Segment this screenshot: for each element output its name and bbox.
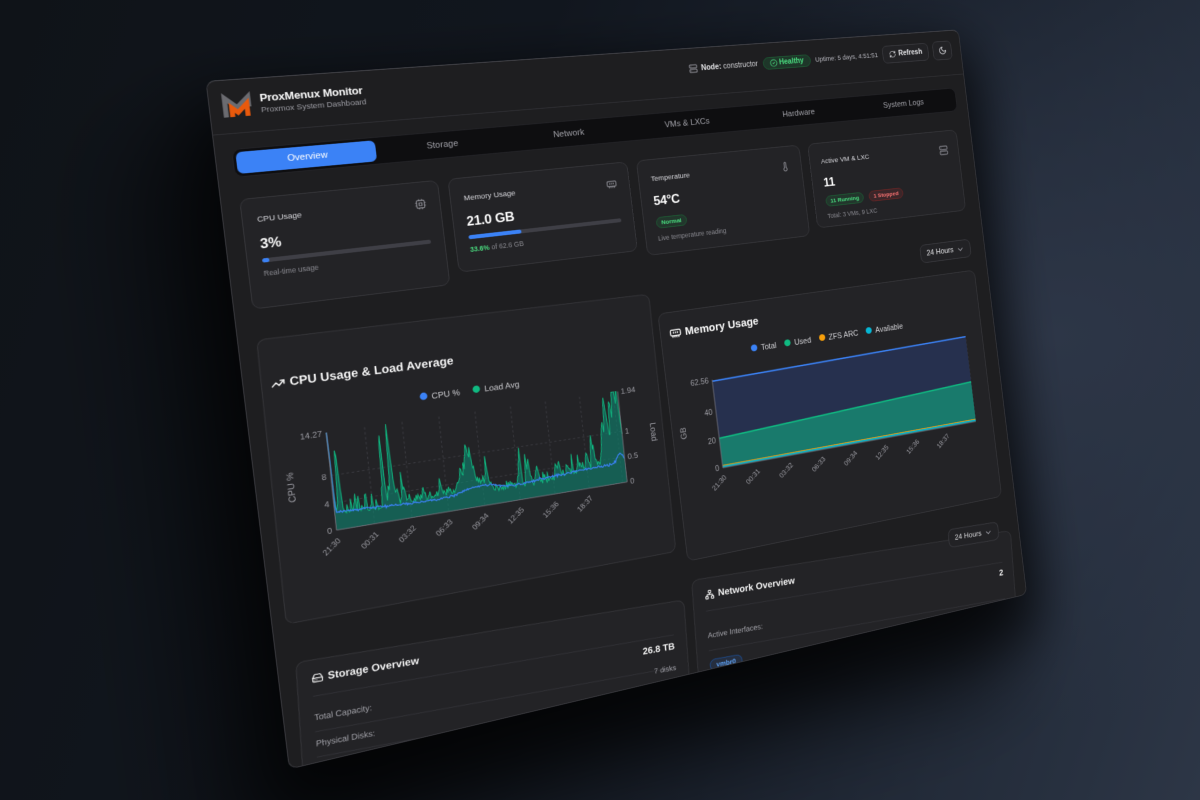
svg-text:09:34: 09:34 bbox=[842, 449, 859, 467]
svg-text:8: 8 bbox=[321, 472, 327, 482]
svg-text:00:31: 00:31 bbox=[744, 467, 762, 486]
svg-text:18:37: 18:37 bbox=[935, 432, 951, 450]
svg-text:Load: Load bbox=[647, 422, 658, 442]
svg-text:0: 0 bbox=[630, 476, 635, 485]
svg-text:09:34: 09:34 bbox=[470, 511, 490, 531]
svg-text:21:30: 21:30 bbox=[710, 473, 728, 492]
svg-text:4: 4 bbox=[324, 500, 330, 510]
svg-text:0: 0 bbox=[327, 526, 333, 536]
svg-text:03:32: 03:32 bbox=[777, 461, 794, 480]
svg-text:0.5: 0.5 bbox=[627, 451, 638, 461]
svg-text:1.94: 1.94 bbox=[620, 385, 635, 396]
svg-text:21:30: 21:30 bbox=[321, 536, 343, 557]
svg-text:40: 40 bbox=[704, 408, 713, 418]
svg-text:GB: GB bbox=[679, 426, 689, 440]
svg-text:1: 1 bbox=[624, 426, 629, 435]
svg-text:12:35: 12:35 bbox=[506, 505, 526, 525]
svg-text:03:32: 03:32 bbox=[397, 523, 418, 544]
svg-text:06:33: 06:33 bbox=[434, 517, 455, 538]
svg-text:14.27: 14.27 bbox=[299, 429, 322, 441]
svg-text:15:36: 15:36 bbox=[905, 437, 921, 455]
svg-text:20: 20 bbox=[707, 436, 716, 446]
svg-text:12:35: 12:35 bbox=[874, 443, 890, 461]
svg-text:18:37: 18:37 bbox=[575, 494, 594, 514]
svg-text:CPU %: CPU % bbox=[285, 471, 299, 503]
svg-text:00:31: 00:31 bbox=[359, 530, 381, 551]
svg-text:06:33: 06:33 bbox=[810, 455, 827, 474]
svg-text:15:36: 15:36 bbox=[541, 499, 561, 519]
svg-text:62.56: 62.56 bbox=[690, 377, 709, 388]
svg-text:0: 0 bbox=[715, 464, 720, 473]
